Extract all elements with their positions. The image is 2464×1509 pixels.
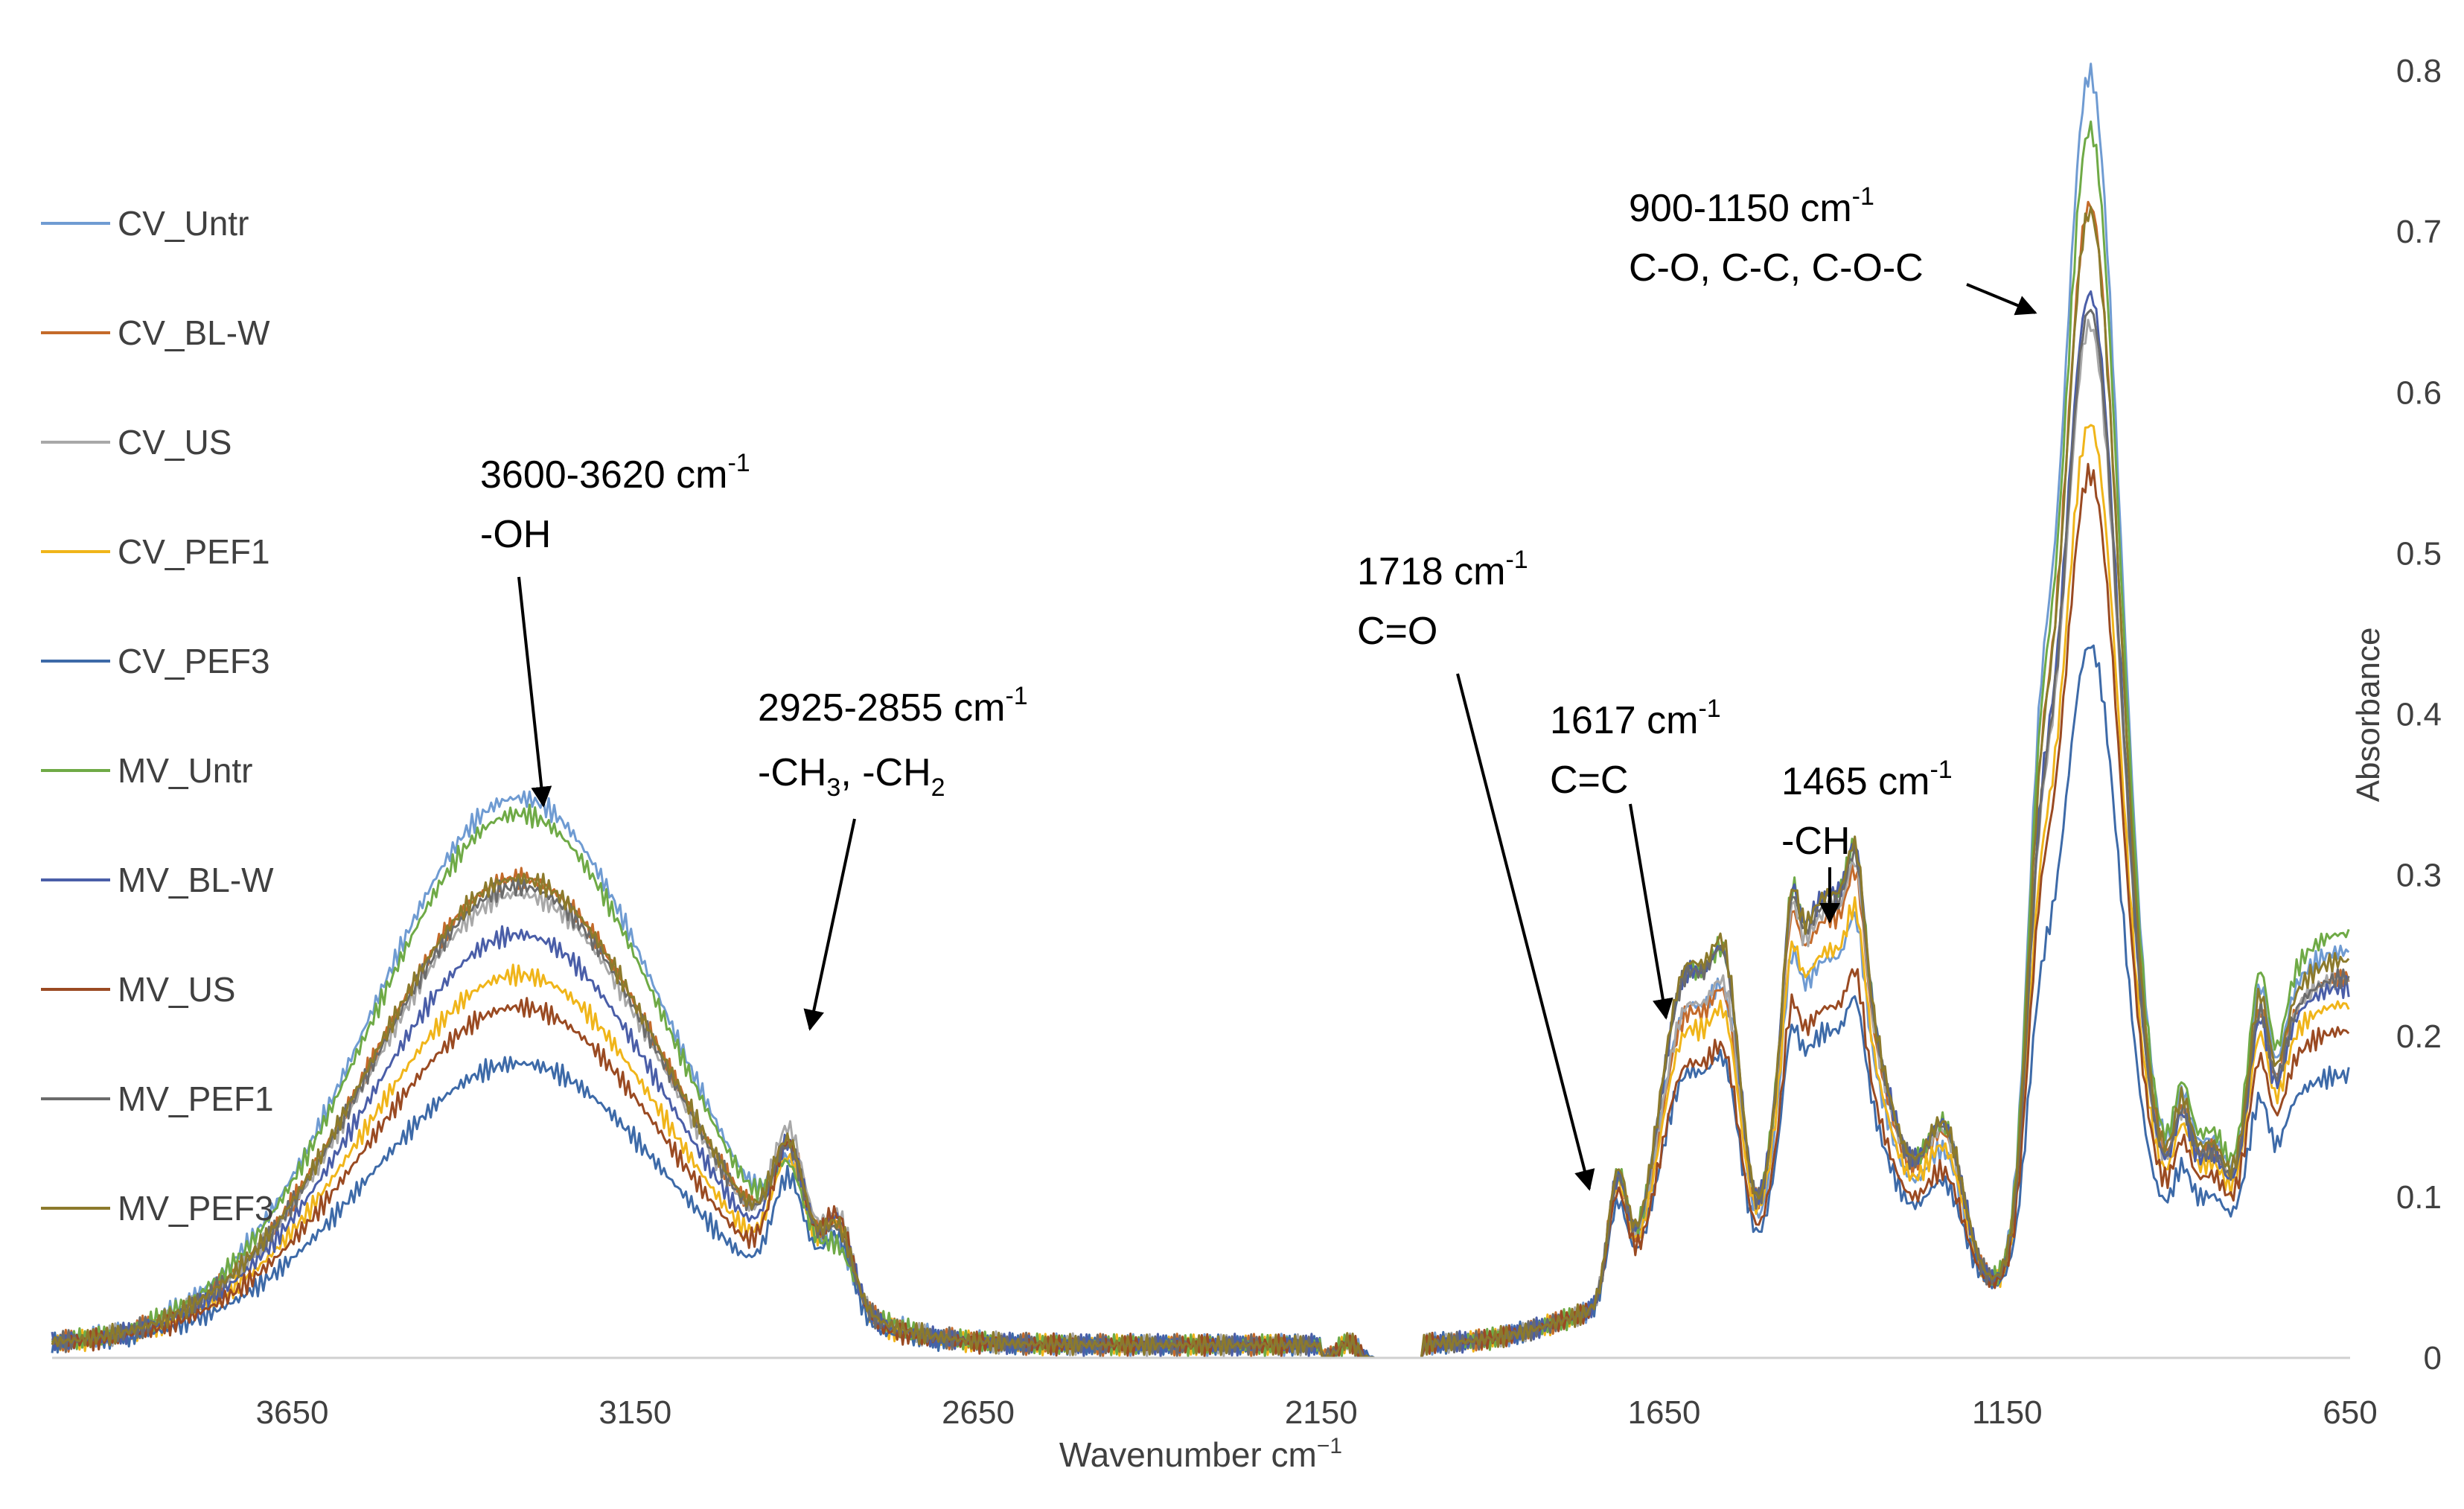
annotation-coc-line2: C-O, C-C, C-O-C	[1629, 246, 1924, 290]
series-line-mv_pef1	[51, 308, 2350, 1359]
annotation-ch3-arrow	[803, 818, 856, 1031]
legend-item: CV_US	[41, 423, 232, 462]
annotation-ch3-sub-b: 2	[931, 773, 945, 802]
annotations: 3600-3620 cm-1 -OH 2925-2855 cm-1 -CH3, …	[480, 182, 2037, 1191]
legend-item: CV_PEF3	[41, 642, 270, 680]
annotation-co-arrow	[1456, 673, 1595, 1191]
series-line-mv_us	[51, 462, 2350, 1359]
annotation-cc-line2: C=C	[1550, 759, 1628, 802]
series-line-cv_pef1	[51, 424, 2350, 1359]
annotation-coc-text: 900-1150 cm	[1629, 187, 1852, 230]
legend-label: CV_BL-W	[118, 313, 270, 352]
annotation-ch3: 2925-2855 cm-1 -CH3, -CH2	[758, 682, 1028, 1031]
legend-label: CV_PEF3	[118, 642, 270, 680]
annotation-cc-sup: -1	[1698, 695, 1720, 723]
x-tick-label: 1150	[1972, 1394, 2043, 1431]
annotation-oh: 3600-3620 cm-1 -OH	[480, 449, 750, 808]
annotation-coc-line1: 900-1150 cm-1	[1629, 182, 1874, 230]
annotation-co-text: 1718 cm	[1357, 550, 1505, 593]
y-tick-label: 0.7	[2396, 214, 2442, 250]
series-line-mv_bl-w	[51, 290, 2350, 1359]
annotation-ch3-sub-a: 3	[826, 773, 840, 802]
y-tick-label: 0.4	[2396, 697, 2442, 733]
x-axis-title-sup: −1	[1317, 1434, 1342, 1458]
x-tick-labels: 3650 3150 2650 2150 1650 1150 650	[256, 1394, 2378, 1431]
annotation-co-line1: 1718 cm-1	[1357, 546, 1528, 593]
annotation-ch3-sup: -1	[1005, 682, 1027, 710]
annotation-oh-line1: 3600-3620 cm-1	[480, 449, 750, 497]
series-line-mv_pef3	[51, 205, 2350, 1359]
legend-label: CV_Untr	[118, 204, 249, 243]
annotation-cc: 1617 cm-1 C=C	[1550, 695, 1721, 1020]
legend-item: CV_PEF1	[41, 532, 270, 571]
annotation-cc-line1: 1617 cm-1	[1550, 695, 1721, 742]
annotation-coc: 900-1150 cm-1 C-O, C-C, C-O-C	[1629, 182, 2037, 316]
annotation-ch-text: 1465 cm	[1781, 760, 1930, 803]
y-tick-label: 0.2	[2396, 1018, 2442, 1055]
x-tick-label: 3650	[256, 1394, 329, 1431]
legend-label: MV_BL-W	[118, 861, 274, 899]
x-tick-label: 650	[2323, 1394, 2377, 1431]
y-tick-label: 0.1	[2396, 1179, 2442, 1216]
legend-label: MV_Untr	[118, 751, 252, 790]
series-line-cv_us	[51, 319, 2350, 1359]
annotation-ch: 1465 cm-1 -CH	[1781, 756, 1953, 924]
x-axis-title: Wavenumber cm−1	[1059, 1434, 1342, 1474]
annotation-coc-arrow	[1966, 283, 2037, 316]
y-tick-label: 0.3	[2396, 858, 2442, 894]
legend: CV_Untr CV_BL-W CV_US CV_PEF1 CV_PEF3 MV_Untr…	[41, 204, 274, 1228]
annotation-co-line2: C=O	[1357, 610, 1437, 653]
annotation-ch-sup: -1	[1930, 756, 1952, 784]
legend-label: CV_US	[118, 423, 232, 462]
y-tick-label: 0.8	[2396, 53, 2442, 89]
annotation-oh-arrow	[517, 576, 552, 808]
series-line-cv_bl-w	[51, 200, 2350, 1359]
series-line-mv_untr	[51, 120, 2350, 1359]
annotation-oh-sup: -1	[727, 449, 750, 477]
annotation-ch3-text: 2925-2855 cm	[758, 686, 1005, 730]
x-tick-label: 3150	[599, 1394, 671, 1431]
legend-label: CV_PEF1	[118, 532, 270, 571]
legend-label: MV_US	[118, 970, 235, 1009]
annotation-coc-sup: -1	[1852, 182, 1874, 211]
y-tick-label: 0	[2424, 1340, 2442, 1376]
series-line-cv_untr	[51, 63, 2350, 1359]
x-tick-label: 2150	[1285, 1394, 1358, 1431]
annotation-oh-text: 3600-3620 cm	[480, 453, 727, 497]
annotation-ch3-mid: , -CH	[840, 751, 931, 794]
legend-item: MV_PEF3	[41, 1189, 274, 1228]
legend-label: MV_PEF1	[118, 1079, 274, 1118]
annotation-ch3-t1: -CH	[758, 751, 826, 794]
annotation-cc-arrow	[1629, 803, 1673, 1020]
series-layer	[51, 63, 2350, 1359]
legend-item: MV_US	[41, 970, 235, 1009]
legend-item: CV_Untr	[41, 204, 249, 243]
annotation-co: 1718 cm-1 C=O	[1357, 546, 1595, 1191]
annotation-cc-text: 1617 cm	[1550, 699, 1698, 742]
series-line-cv_pef3	[51, 644, 2350, 1359]
legend-item: MV_Untr	[41, 751, 252, 790]
y-tick-label: 0.5	[2396, 535, 2442, 572]
legend-item: MV_BL-W	[41, 861, 274, 899]
legend-item: MV_PEF1	[41, 1079, 274, 1118]
x-tick-label: 1650	[1628, 1394, 1701, 1431]
y-tick-label: 0.6	[2396, 374, 2442, 411]
annotation-oh-line2: -OH	[480, 513, 551, 556]
annotation-ch3-line1: 2925-2855 cm-1	[758, 682, 1028, 730]
annotation-co-sup: -1	[1505, 546, 1528, 574]
legend-item: CV_BL-W	[41, 313, 270, 352]
annotation-ch3-line2: -CH3, -CH2	[758, 751, 945, 802]
y-tick-labels: 0 0.1 0.2 0.3 0.4 0.5 0.6 0.7 0.8	[2396, 53, 2442, 1376]
x-tick-label: 2650	[942, 1394, 1015, 1431]
legend-label: MV_PEF3	[118, 1189, 274, 1228]
annotation-ch-line1: 1465 cm-1	[1781, 756, 1953, 803]
annotation-ch-line2: -CH	[1781, 820, 1850, 863]
x-axis-title-text: Wavenumber cm	[1059, 1435, 1317, 1474]
y-axis-title: Absorbance	[2350, 628, 2387, 803]
